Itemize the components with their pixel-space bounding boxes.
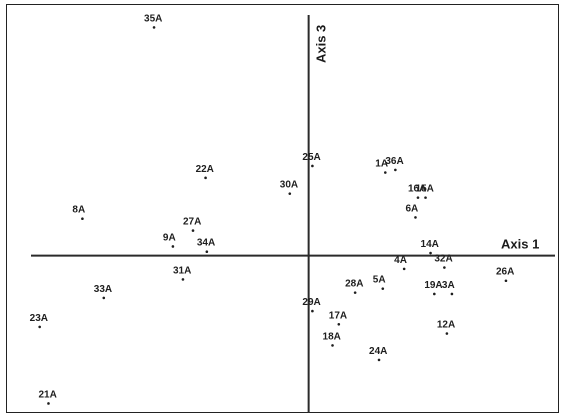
point-8A [81,217,84,221]
point-29A [311,309,314,313]
point-5A [381,287,385,290]
point-label-17A: 17A [329,310,347,321]
point-4A [402,267,406,271]
point-25A [311,164,314,168]
point-1A [384,171,387,174]
point-label-5A: 5A [373,275,386,286]
point-3A [450,292,454,296]
point-16A [416,196,420,199]
x-axis-title: Axis 1 [501,237,539,252]
point-24A [377,358,381,362]
point-label-9A: 9A [163,232,176,243]
point-label-4A: 4A [394,255,407,266]
point-label-14A: 14A [421,239,439,250]
point-34A [205,250,209,254]
point-label-16A: 16A [408,184,426,195]
point-label-26A: 26A [496,267,514,278]
point-17A [337,322,341,326]
point-12A [445,332,449,335]
chart-frame: 35A 25A 1A 36A 22A 30A 16A 15A 6A 8A 27A 9A 34A 14A 32… [6,4,559,413]
point-15A [424,196,427,199]
point-30A [288,192,292,195]
point-label-32A: 32A [434,254,452,265]
point-label-31A: 31A [173,265,191,276]
point-label-27A: 27A [183,217,201,228]
point-31A [181,278,185,281]
point-label-33A: 33A [94,284,112,295]
point-label-12A: 12A [437,320,455,331]
point-18A [331,344,334,347]
point-label-19A: 19A [424,280,442,291]
point-14A [429,251,432,255]
point-26A [504,279,508,283]
point-label-21A: 21A [38,389,56,400]
point-label-18A: 18A [323,331,341,342]
point-32A [443,266,446,269]
point-label-29A: 29A [302,297,320,308]
point-21A [47,402,50,405]
point-label-35A: 35A [144,13,162,24]
axes-group [31,15,555,413]
point-6A [414,216,417,219]
point-23A [38,325,41,329]
point-36A [394,168,397,172]
point-35A [152,26,156,29]
point-label-1A: 1A [375,159,388,170]
point-label-23A: 23A [30,313,48,324]
y-axis-title: Axis 3 [314,25,329,63]
point-label-25A: 25A [302,152,320,163]
point-label-36A: 36A [385,156,403,167]
point-label-22A: 22A [196,164,214,175]
point-22A [204,176,207,180]
point-label-8A: 8A [72,205,85,216]
point-9A [171,245,175,248]
point-label-24A: 24A [369,346,387,357]
point-33A [102,296,106,300]
point-27A [191,229,195,232]
point-label-30A: 30A [280,180,298,191]
point-19A [433,292,436,296]
point-label-15A: 15A [416,184,434,195]
point-label-3A: 3A [442,280,455,291]
point-label-28A: 28A [345,279,363,290]
point-label-34A: 34A [197,238,215,249]
point-label-6A: 6A [405,203,418,214]
point-28A [353,291,357,294]
